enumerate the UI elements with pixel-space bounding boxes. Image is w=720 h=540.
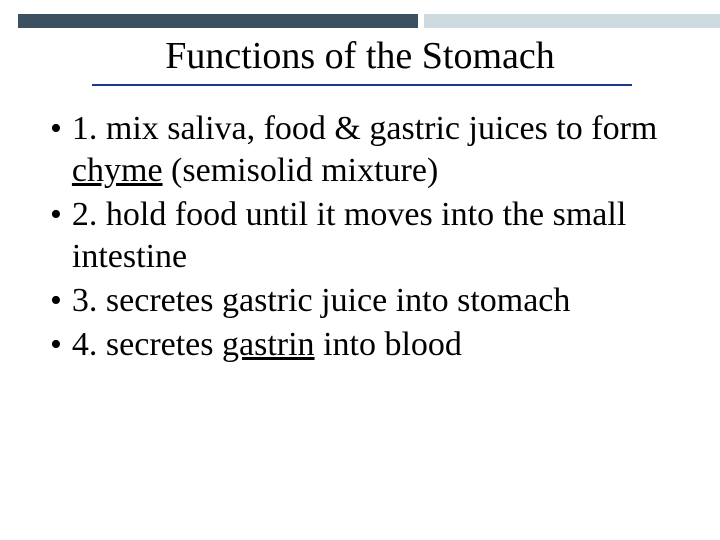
slide-body: • 1. mix saliva, food & gastric juices t… [50, 108, 690, 368]
list-item-text: 2. hold food until it moves into the sma… [72, 194, 690, 278]
bullet-icon: • [50, 280, 62, 322]
list-item-text: 3. secretes gastric juice into stomach [72, 280, 571, 322]
text-segment: 2. hold food until it moves into the sma… [72, 196, 626, 275]
text-segment: 4. secretes [72, 326, 222, 363]
top-rule-dark [18, 14, 418, 28]
slide: Functions of the Stomach • 1. mix saliva… [0, 0, 720, 540]
list-item: • 2. hold food until it moves into the s… [50, 194, 690, 278]
slide-title: Functions of the Stomach [0, 34, 720, 78]
bullet-icon: • [50, 194, 62, 236]
bullet-icon: • [50, 324, 62, 366]
title-underline [92, 84, 632, 86]
list-item: • 1. mix saliva, food & gastric juices t… [50, 108, 690, 192]
list-item-text: 1. mix saliva, food & gastric juices to … [72, 108, 690, 192]
list-item: • 3. secretes gastric juice into stomach [50, 280, 690, 322]
text-segment: 1. mix saliva, food & gastric juices to … [72, 110, 657, 147]
text-underlined: chyme [72, 152, 163, 189]
text-segment: 3. secretes gastric juice into stomach [72, 282, 571, 319]
text-segment: into blood [315, 326, 462, 363]
list-item: • 4. secretes gastrin into blood [50, 324, 690, 366]
text-segment: (semisolid mixture) [163, 152, 439, 189]
text-underlined: gastrin [222, 326, 315, 363]
list-item-text: 4. secretes gastrin into blood [72, 324, 462, 366]
top-rule [18, 14, 720, 28]
top-rule-light [424, 14, 720, 28]
bullet-icon: • [50, 108, 62, 150]
